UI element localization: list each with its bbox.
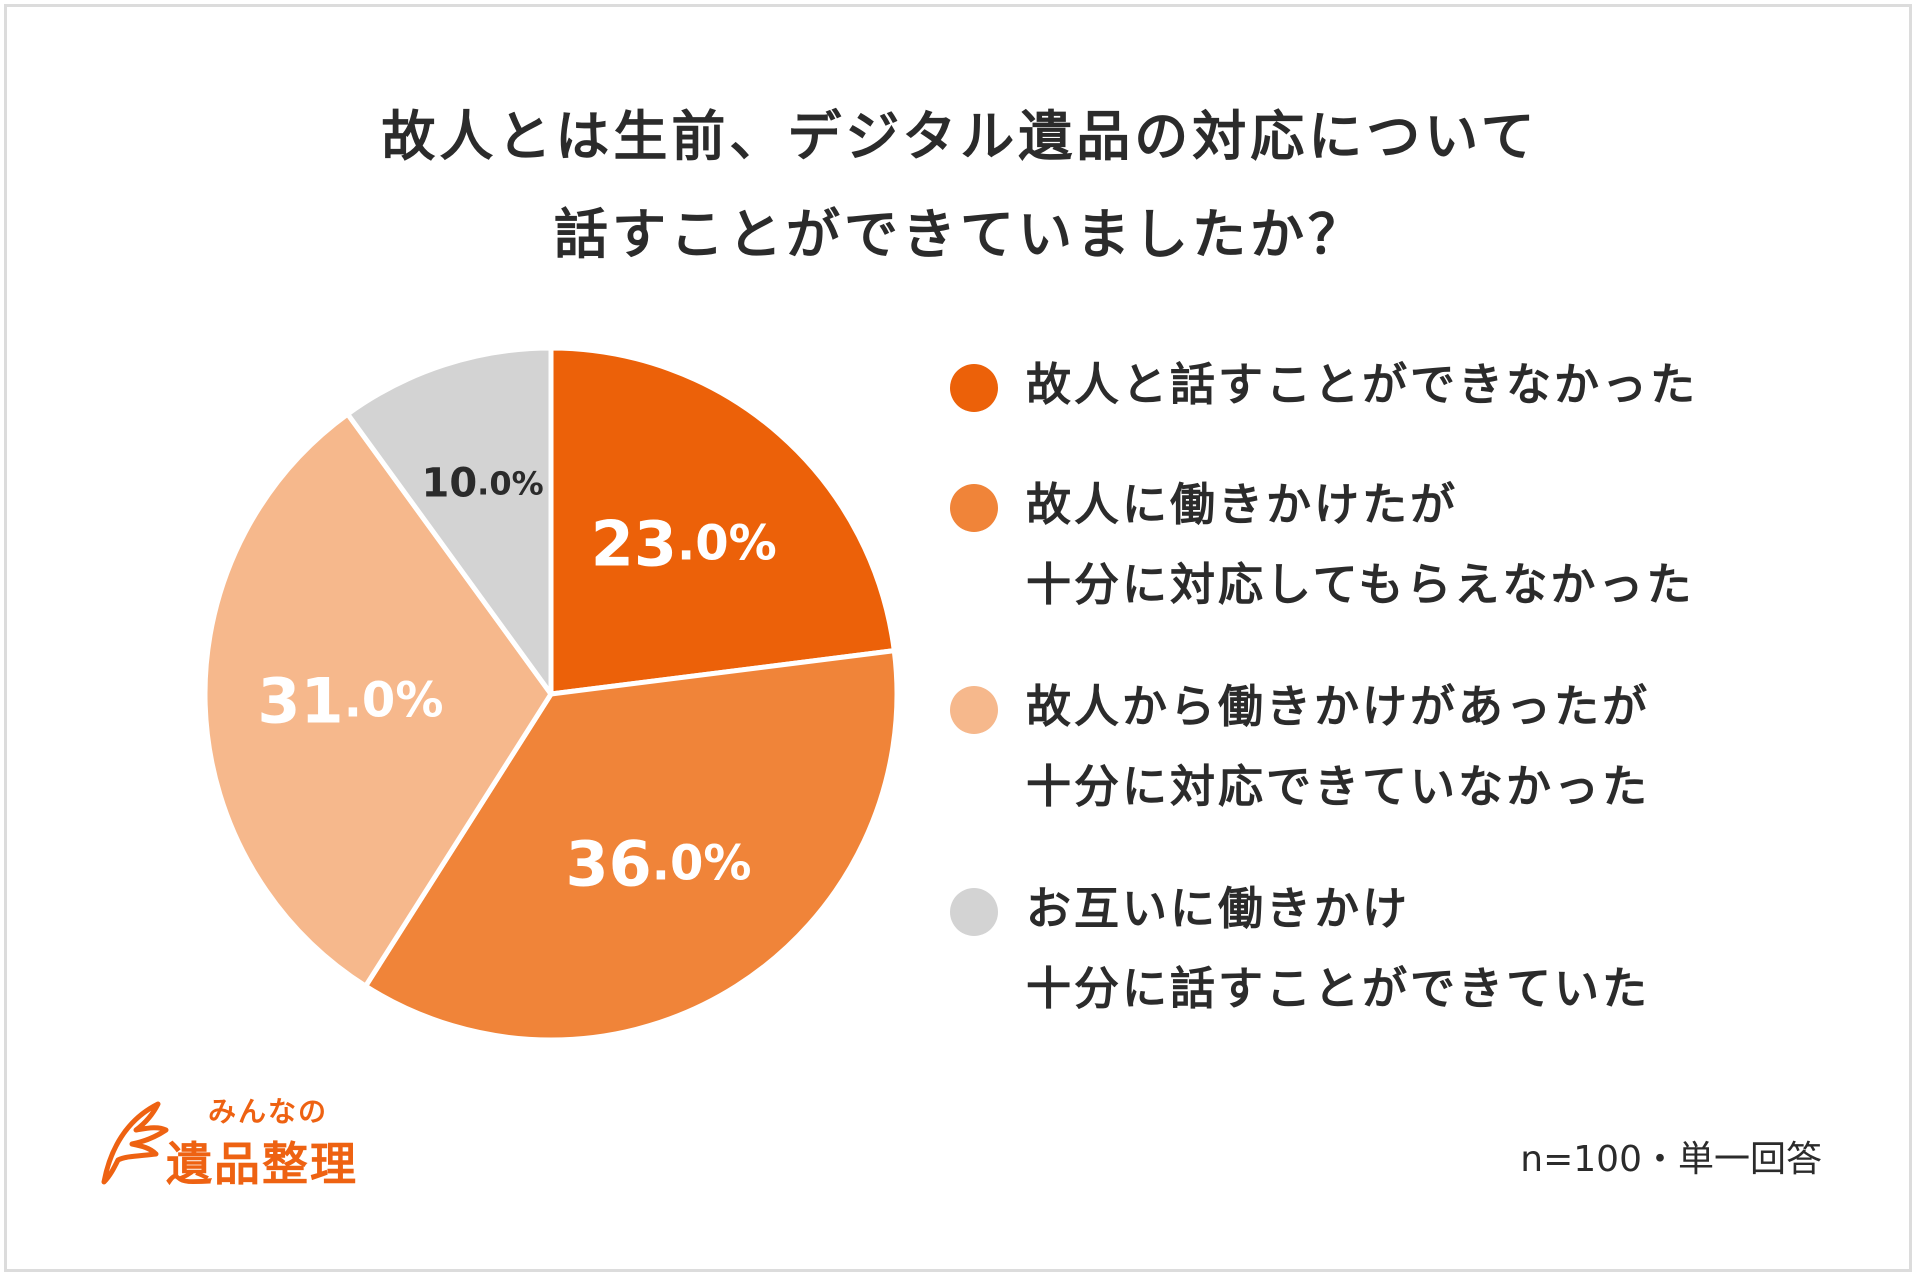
pie-slice-label-4: 10.0%: [421, 460, 543, 506]
legend-label-3-line-2: 十分に対応できていなかった: [1026, 760, 1651, 813]
brand-logo: みんなの 遺品整理: [96, 1090, 396, 1191]
wing-icon: [101, 1101, 169, 1185]
logo-text-small: みんなの: [208, 1095, 329, 1128]
legend-item-4: お互いに働きかけ 十分に話すことができていた: [950, 869, 1650, 1029]
legend-label-3-line-1: 故人から働きかけがあったが: [1026, 680, 1651, 733]
legend-label-1-line-1: 故人と話すことができなかった: [1026, 358, 1699, 411]
legend-marker-2: [950, 484, 998, 532]
pie-slice-4: [345, 345, 554, 697]
title-line-2: 話すことができていましたか？: [554, 203, 1366, 266]
chart-title: 故人とは生前、デジタル遺品の対応について 話すことができていましたか？: [0, 88, 1920, 284]
legend-item-1: 故人と話すことができなかった: [950, 345, 1698, 425]
legend-marker-1: [950, 364, 998, 412]
legend-label-4-line-1: お互いに働きかけ: [1026, 882, 1411, 935]
pie-slice-1: [548, 345, 897, 697]
chart-frame: [4, 4, 1912, 1272]
legend-label-2-line-2: 十分に対応してもらえなかった: [1026, 558, 1695, 611]
logo-text-big: 遺品整理: [166, 1137, 358, 1191]
sample-note: n=100・単一回答: [1520, 1139, 1822, 1180]
pie-slice-label-1: 23.0%: [591, 507, 777, 580]
legend-marker-3: [950, 686, 998, 734]
legend-item-2: 故人に働きかけたが 十分に対応してもらえなかった: [950, 465, 1694, 625]
legend-item-3: 故人から働きかけがあったが 十分に対応できていなかった: [950, 667, 1650, 827]
legend-label-2-line-1: 故人に働きかけたが: [1026, 478, 1459, 531]
legend-marker-4: [950, 888, 998, 936]
title-line-1: 故人とは生前、デジタル遺品の対応について: [381, 105, 1539, 168]
pie-slice-label-3: 31.0%: [257, 664, 443, 737]
legend-label-4-line-2: 十分に話すことができていた: [1026, 962, 1651, 1015]
pie-slice-3: [202, 411, 554, 989]
pie-slice-label-2: 36.0%: [566, 827, 752, 900]
pie-slice-2: [363, 648, 900, 1043]
